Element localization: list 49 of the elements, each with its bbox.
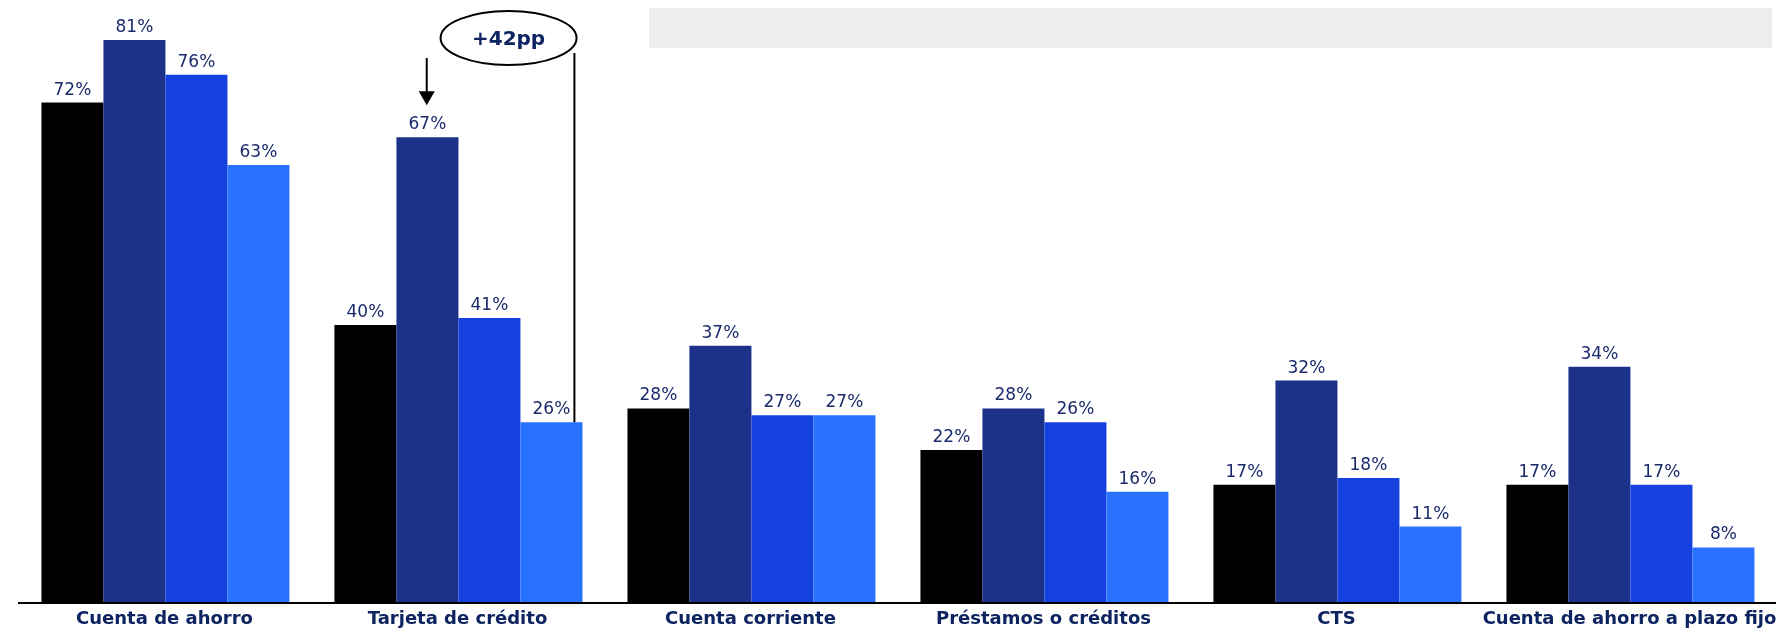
annotation: +42pp	[471, 26, 546, 50]
data-label: 11%	[1411, 502, 1450, 523]
data-label: 63%	[239, 141, 278, 162]
data-label: 22%	[932, 426, 971, 447]
data-label: 18%	[1349, 453, 1388, 474]
data-label: 67%	[408, 113, 447, 134]
bar	[1568, 366, 1631, 603]
data-label: 72%	[53, 78, 92, 99]
bar	[103, 40, 166, 603]
bar	[1337, 477, 1400, 603]
data-label: 34%	[1580, 342, 1619, 363]
bar	[1399, 526, 1462, 603]
data-label: 32%	[1287, 356, 1326, 377]
bar	[227, 165, 290, 603]
bar	[982, 408, 1045, 603]
bar	[1630, 484, 1693, 603]
x-tick-label: CTS	[1317, 606, 1356, 628]
bar	[396, 137, 459, 603]
bar	[1106, 491, 1169, 603]
bar	[458, 318, 521, 603]
data-label: 37%	[701, 321, 740, 342]
data-label: 81%	[115, 16, 154, 36]
bar	[1275, 380, 1338, 603]
bar	[1692, 547, 1755, 603]
bar	[813, 415, 876, 603]
data-label: 17%	[1642, 460, 1681, 481]
x-tick-label: Cuenta de ahorro	[76, 606, 253, 628]
data-label: 16%	[1118, 467, 1157, 488]
x-tick-label: Préstamos o créditos	[936, 606, 1151, 628]
data-label: 41%	[470, 294, 509, 315]
x-tick-label: Cuenta de ahorro a plazo fijo	[1482, 606, 1777, 628]
data-label: 26%	[1056, 398, 1095, 419]
data-label: 8%	[1709, 523, 1737, 544]
data-label: 26%	[532, 398, 571, 419]
bar	[165, 74, 228, 603]
x-tick-label: Cuenta corriente	[665, 606, 836, 628]
x-tick-label: Tarjeta de crédito	[367, 606, 548, 628]
data-label: 76%	[177, 50, 216, 71]
bar	[1044, 422, 1107, 603]
data-label: 27%	[763, 391, 802, 412]
data-label: 40%	[346, 300, 385, 321]
bar	[520, 422, 583, 603]
data-label: 17%	[1225, 460, 1264, 481]
data-label: 27%	[825, 391, 864, 412]
data-label: 28%	[639, 384, 678, 405]
data-label: 28%	[994, 384, 1033, 405]
data-label: 17%	[1518, 460, 1557, 481]
bar	[689, 345, 752, 603]
bar	[751, 415, 814, 603]
